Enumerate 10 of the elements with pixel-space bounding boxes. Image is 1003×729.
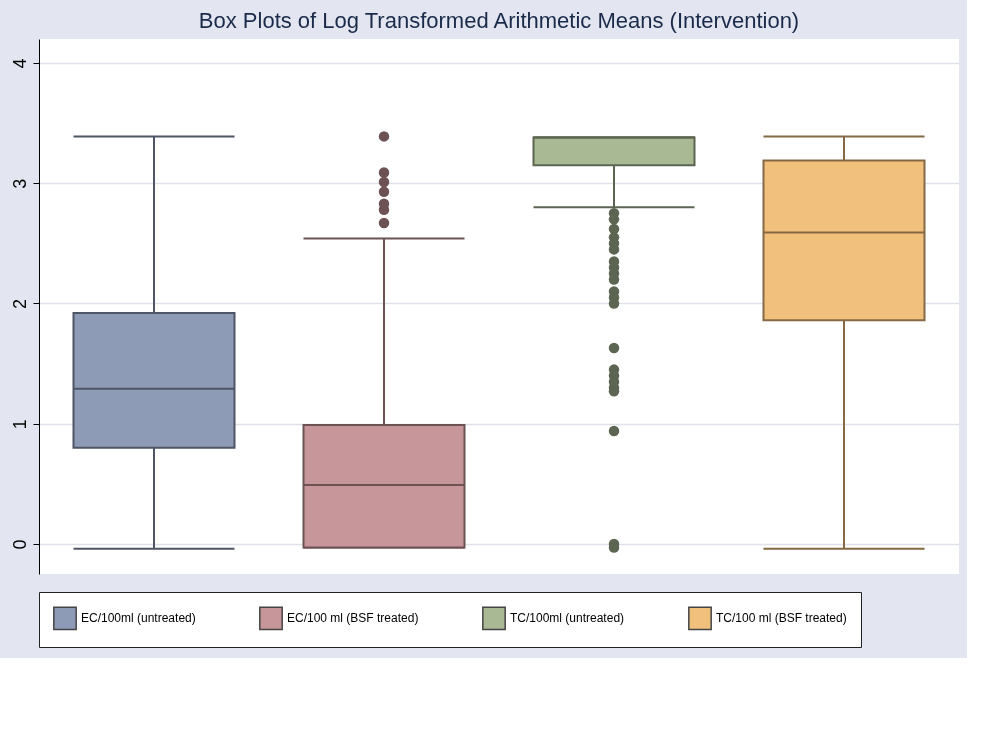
legend-label: EC/100 ml (BSF treated) (287, 611, 419, 626)
y-tick-label: 1 (9, 419, 30, 430)
legend-label: EC/100ml (untreated) (81, 611, 196, 626)
y-tick-label: 3 (9, 178, 30, 189)
legend-label: TC/100ml (untreated) (510, 611, 625, 626)
y-tick-label: 4 (9, 58, 30, 69)
y-tick-label: 0 (9, 539, 30, 550)
chart-title: Box Plots of Log Transformed Arithmetic Means (Intervention) (198, 8, 800, 33)
legend-label: TC/100 ml (BSF treated) (716, 611, 847, 626)
y-tick-label: 2 (9, 298, 30, 309)
